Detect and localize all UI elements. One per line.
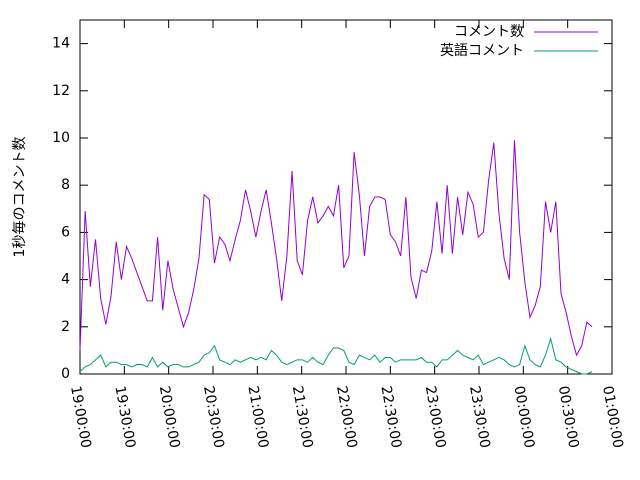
y-axis-label: 1秒毎のコメント数	[12, 137, 28, 258]
x-tick-label: 23:00:00	[422, 385, 449, 450]
x-tick-label: 00:30:00	[555, 385, 582, 450]
x-tick-label: 22:30:00	[377, 385, 404, 450]
plot-border	[79, 19, 613, 375]
y-tick-label: 2	[61, 319, 70, 335]
series-line	[79, 140, 593, 357]
y-tick-label: 12	[52, 83, 70, 99]
y-tick-label: 8	[61, 177, 70, 193]
x-tick-label: 00:00:00	[510, 385, 537, 450]
legend-label: コメント数	[454, 24, 524, 40]
series-line	[79, 336, 593, 375]
y-tick-label: 4	[61, 272, 70, 288]
y-tick-label: 14	[52, 36, 70, 52]
x-tick-label: 23:30:00	[466, 385, 493, 450]
y-tick-label: 0	[61, 366, 70, 382]
x-tick-label: 20:00:00	[156, 385, 183, 450]
x-tick-label: 22:00:00	[333, 385, 360, 450]
x-tick-label: 20:30:00	[200, 385, 227, 450]
x-tick-label: 21:00:00	[244, 385, 271, 450]
x-tick-label: 01:00:00	[599, 385, 626, 450]
y-tick-label: 10	[52, 130, 70, 146]
x-tick-label: 19:00:00	[67, 385, 94, 450]
y-tick-label: 6	[61, 224, 70, 240]
legend-label: 英語コメント	[440, 42, 524, 59]
x-tick-label: 19:30:00	[111, 385, 138, 450]
x-tick-label: 21:30:00	[289, 385, 316, 450]
